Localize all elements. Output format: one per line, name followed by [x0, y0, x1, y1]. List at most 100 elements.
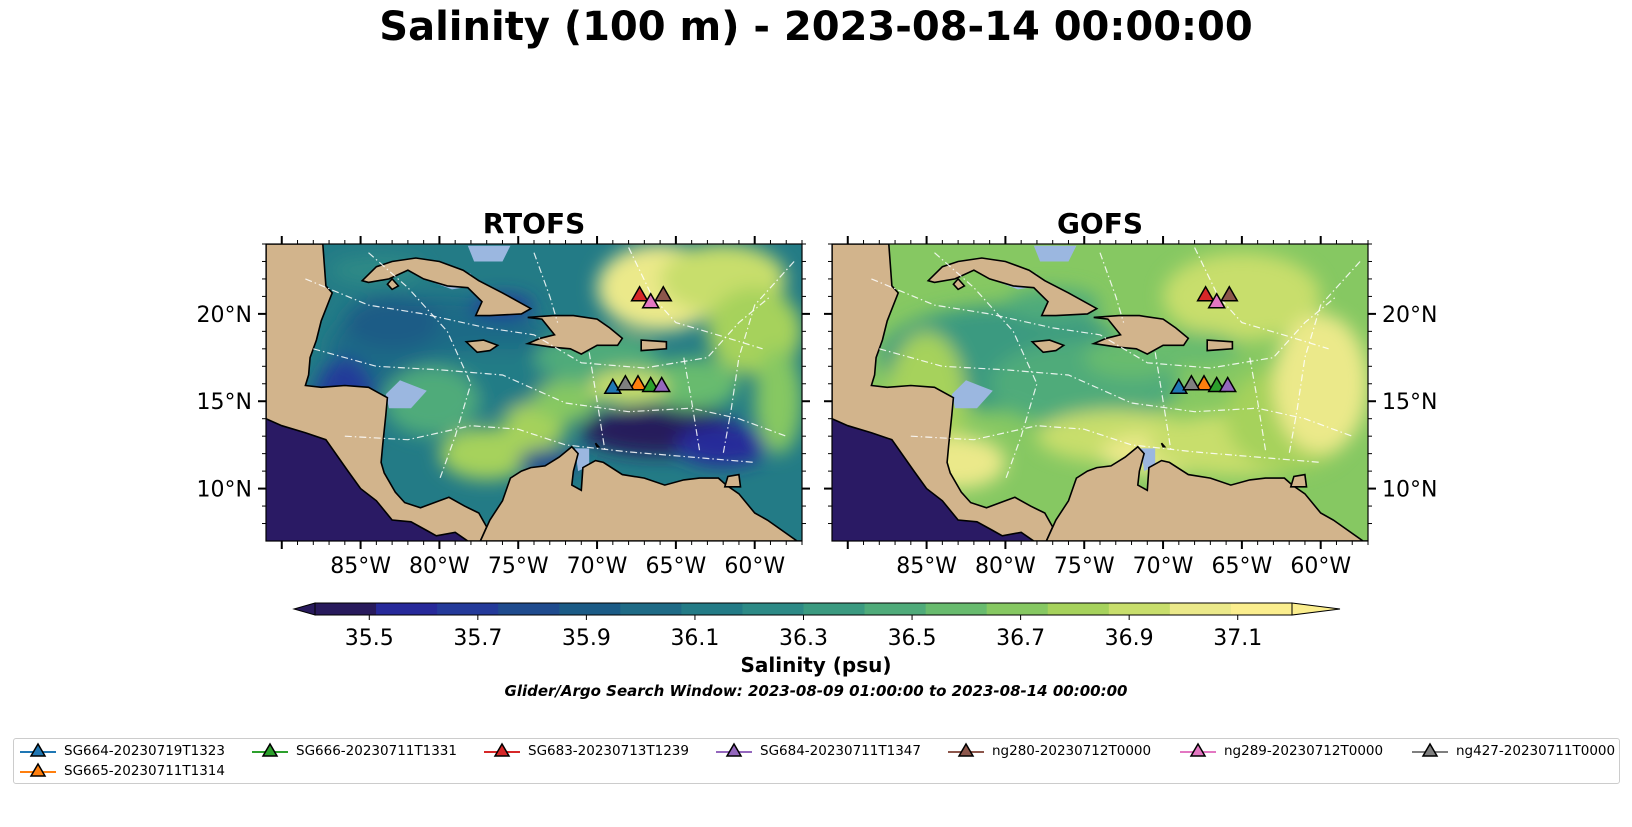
glider-marker [628, 374, 648, 391]
colorbar-bin [559, 603, 621, 615]
legend-label: ng280-20230712T0000 [992, 743, 1152, 759]
legend-label: SG683-20230713T1239 [528, 743, 689, 759]
colorbar-tick-label: 36.5 [888, 626, 937, 651]
lon-tick-label: 80°W [409, 554, 470, 579]
glider-marker [616, 374, 635, 391]
map-panel-gofs: 85°W 80°W 75°W 70°W 65°W 60°W 20°N 15°N 10°N [824, 236, 1437, 579]
lon-tick-label: 65°W [646, 554, 707, 579]
colorbar-tick-label: 36.7 [996, 626, 1045, 651]
figure-title: Salinity (100 m) - 2023-08-14 00:00:00 [379, 4, 1253, 50]
legend-item: SG683-20230713T1239 [484, 741, 689, 761]
salinity-patch [344, 296, 440, 349]
eez-boundary [368, 252, 472, 481]
eez-boundary [934, 252, 1038, 481]
eez-boundary [1288, 261, 1361, 454]
land-mass [360, 257, 533, 317]
legend-item: ng289-20230712T0000 [1180, 741, 1383, 761]
colorbar-tick-label: 35.9 [562, 626, 611, 651]
legend-item: SG664-20230719T1323 [20, 741, 225, 761]
colorbar-label: Salinity (psu) [740, 653, 892, 677]
colorbar-extend-max [1291, 602, 1341, 616]
eez-boundary [1249, 357, 1267, 451]
salinity-patch [534, 380, 598, 423]
legend-label: ng427-20230711T0000 [1456, 743, 1616, 759]
lon-tick-label: 70°W [567, 554, 628, 579]
glider-marker [654, 285, 673, 302]
colorbar-extend-min [292, 602, 316, 616]
search-window-note: Glider/Argo Search Window: 2023-08-09 01… [504, 682, 1128, 700]
land-mass [594, 442, 601, 448]
colorbar-tick-label: 36.3 [779, 626, 828, 651]
colorbar-bin [925, 603, 988, 615]
lon-tick-label: 75°W [488, 554, 549, 579]
glider-marker [1207, 375, 1226, 393]
lon-tick-label: 60°W [1290, 554, 1351, 579]
glider-marker [652, 375, 671, 393]
colorbar-bin [864, 603, 927, 615]
glider-marker [1182, 374, 1201, 391]
eez-boundary [588, 352, 606, 451]
colorbar-bin [1108, 603, 1171, 615]
land-mass [386, 277, 400, 291]
colorbar-tick-label: 35.5 [345, 626, 394, 651]
legend-marker-icon [484, 742, 520, 757]
eez-boundary [910, 425, 1321, 463]
glider-legend: SG664-20230719T1323 SG665-20230711T1314 SG… [13, 738, 1620, 784]
legend-item: SG684-20230711T1347 [716, 741, 921, 761]
panel-title-rtofs: RTOFS [482, 207, 586, 240]
eez-boundary [533, 252, 559, 323]
salinity-patch [1163, 252, 1321, 341]
colorbar-bin [315, 603, 377, 615]
lon-tick-label: 80°W [975, 554, 1036, 579]
legend-marker-icon [20, 762, 56, 777]
eez-boundary [1154, 352, 1172, 451]
legend-marker-icon [1412, 742, 1448, 757]
legend-marker-icon [948, 742, 984, 757]
salinity-patch [675, 423, 771, 466]
salinity-patch [754, 348, 802, 454]
land-mass [926, 257, 1099, 317]
eez-boundary [305, 278, 771, 369]
glider-marker [1207, 292, 1226, 309]
eez-boundary [344, 425, 755, 463]
lon-tick-label: 85°W [896, 554, 957, 579]
lat-tick-label: 15°N [1382, 390, 1437, 415]
eez-boundary [683, 357, 701, 451]
glider-marker [1220, 285, 1239, 302]
shallow-shelf [1033, 245, 1077, 262]
colorbar-tick-label: 37.1 [1213, 626, 1262, 651]
eez-boundary [628, 247, 763, 350]
colorbar-bin [498, 603, 560, 615]
glider-marker [1194, 374, 1214, 391]
land-mass [266, 244, 488, 541]
eez-boundary [871, 278, 1337, 369]
legend-marker-icon [716, 742, 752, 757]
land-mass [1206, 339, 1234, 352]
colorbar-bin [986, 603, 1049, 615]
shallow-shelf [951, 380, 993, 409]
legend-label: ng289-20230712T0000 [1224, 743, 1384, 759]
land-mass [1090, 314, 1190, 356]
glider-marker [1218, 375, 1237, 393]
colorbar-bin [803, 603, 866, 615]
eez-boundary [1099, 252, 1125, 323]
land-mass [464, 339, 500, 354]
shallow-shelf [467, 245, 511, 262]
legend-item: ng427-20230711T0000 [1412, 741, 1615, 761]
lat-tick-label: 10°N [1382, 478, 1437, 503]
land-mass [1045, 445, 1368, 541]
land-mass [1289, 473, 1308, 488]
colorbar-tick-label: 36.9 [1105, 626, 1154, 651]
land-mass [524, 314, 624, 356]
colorbar-bin [1169, 603, 1232, 615]
colorbar-tick-label: 36.1 [670, 626, 719, 651]
lon-tick-label: 85°W [330, 554, 391, 579]
salinity-patch [439, 427, 534, 480]
colorbar-bin [681, 603, 743, 615]
lat-tick-label: 15°N [197, 390, 252, 415]
lat-tick-label: 20°N [197, 303, 252, 328]
lon-tick-label: 65°W [1212, 554, 1273, 579]
legend-marker-icon [20, 742, 56, 757]
eez-boundary [1194, 247, 1329, 350]
